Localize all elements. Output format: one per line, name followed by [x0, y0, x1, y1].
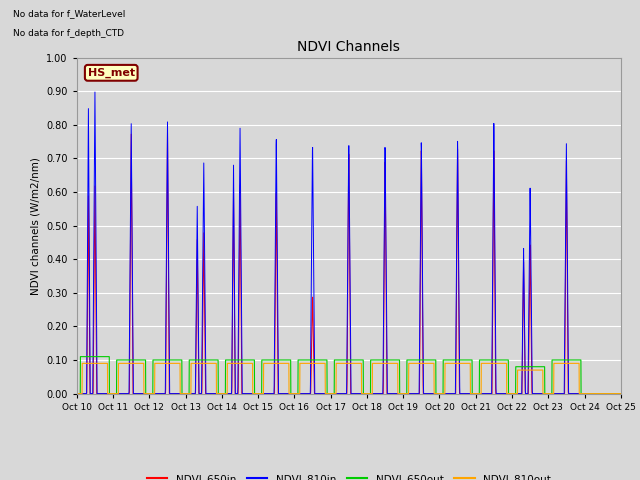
NDVI_650in	[305, 391, 313, 396]
Line: NDVI_650in: NDVI_650in	[77, 129, 621, 394]
NDVI_650out	[73, 391, 81, 396]
NDVI_650out	[135, 357, 143, 363]
NDVI_810out	[305, 360, 313, 366]
Line: NDVI_810in: NDVI_810in	[77, 92, 621, 394]
NDVI_650out	[282, 357, 289, 363]
NDVI_810out	[73, 391, 81, 396]
NDVI_810in	[305, 391, 313, 396]
NDVI_810in	[617, 391, 625, 396]
Text: HS_met: HS_met	[88, 68, 135, 78]
NDVI_650out	[305, 357, 313, 363]
Line: NDVI_650out: NDVI_650out	[77, 357, 621, 394]
NDVI_810out	[282, 360, 289, 366]
NDVI_810in	[73, 391, 81, 396]
Title: NDVI Channels: NDVI Channels	[298, 40, 400, 54]
NDVI_810out	[135, 360, 143, 366]
NDVI_650in	[617, 391, 625, 396]
NDVI_650out	[607, 391, 614, 396]
NDVI_810out	[548, 391, 556, 396]
NDVI_650out	[548, 391, 556, 396]
NDVI_810out	[168, 360, 175, 366]
NDVI_810in	[168, 391, 175, 396]
NDVI_810in	[282, 391, 289, 396]
Line: NDVI_810out: NDVI_810out	[77, 363, 621, 394]
NDVI_650out	[617, 391, 625, 396]
NDVI_650out	[77, 354, 84, 360]
Y-axis label: NDVI channels (W/m2/nm): NDVI channels (W/m2/nm)	[31, 156, 41, 295]
NDVI_810in	[135, 391, 143, 396]
NDVI_650in	[607, 391, 614, 396]
NDVI_650in	[73, 391, 81, 396]
NDVI_650in	[168, 391, 175, 396]
NDVI_810out	[607, 391, 614, 396]
Legend: NDVI_650in, NDVI_810in, NDVI_650out, NDVI_810out: NDVI_650in, NDVI_810in, NDVI_650out, NDV…	[143, 470, 555, 480]
NDVI_810in	[607, 391, 614, 396]
NDVI_810out	[79, 360, 86, 366]
NDVI_650out	[168, 357, 175, 363]
NDVI_810out	[617, 391, 625, 396]
NDVI_810in	[91, 89, 99, 95]
NDVI_650in	[135, 391, 143, 396]
Text: No data for f_WaterLevel: No data for f_WaterLevel	[13, 10, 125, 19]
NDVI_810in	[548, 391, 556, 396]
NDVI_650in	[164, 126, 172, 132]
Text: No data for f_depth_CTD: No data for f_depth_CTD	[13, 29, 124, 38]
NDVI_650in	[548, 391, 556, 396]
NDVI_650in	[282, 391, 289, 396]
